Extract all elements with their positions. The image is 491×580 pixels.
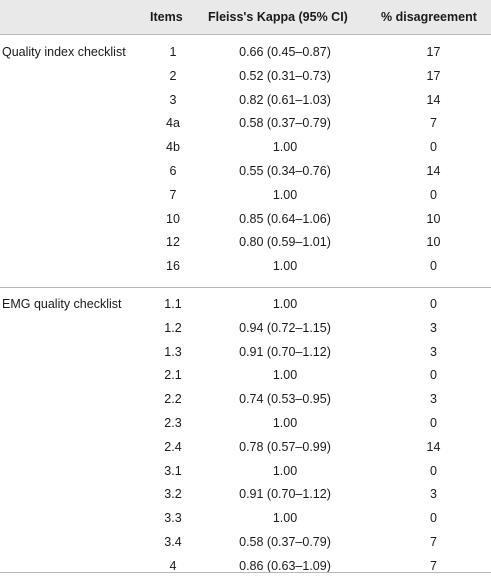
cell-disagreement: 10 (426, 235, 441, 250)
cell-kappa: 0.91 (0.70–1.12) (239, 487, 331, 502)
cell-item: 7 (169, 187, 177, 202)
table-row: 10 0.85 (0.64–1.06) 10 (0, 209, 491, 233)
cell-disagreement: 0 (430, 297, 437, 311)
cell-kappa: 1.00 (272, 297, 298, 311)
cell-kappa: 0.82 (0.61–1.03) (239, 92, 331, 107)
table-row: 2.3 1.00 0 (0, 413, 491, 437)
table-row: 3.3 1.00 0 (0, 508, 491, 532)
cell-item: 1 (169, 45, 177, 59)
table-row: 16 1.00 0 (0, 256, 491, 280)
cell-kappa: 0.58 (0.37–0.79) (239, 116, 331, 131)
cell-kappa: 0.91 (0.70–1.12) (239, 344, 331, 359)
cell-disagreement: 0 (430, 511, 437, 526)
table-row: 2 0.52 (0.31–0.73) 17 (0, 66, 491, 90)
cell-item: 1.1 (164, 297, 182, 311)
cell-item: 2 (169, 68, 177, 83)
cell-item: 3.3 (164, 511, 182, 526)
cell-disagreement: 0 (430, 259, 437, 274)
cell-kappa: 0.52 (0.31–0.73) (239, 68, 331, 83)
cell-kappa: 0.85 (0.64–1.06) (239, 211, 331, 226)
cell-item: 12 (166, 235, 180, 250)
cell-disagreement: 7 (430, 558, 437, 573)
table-row: 6 0.55 (0.34–0.76) 14 (0, 161, 491, 185)
cell-item: 1.3 (164, 344, 182, 359)
cell-item: 2.3 (164, 416, 182, 430)
cell-item: 3 (169, 92, 177, 107)
cell-kappa: 1.00 (272, 259, 298, 274)
cell-disagreement: 10 (426, 211, 441, 226)
cell-item: 2.2 (164, 392, 182, 407)
table-header: Items Fleiss's Kappa (95% CI) % disagree… (0, 0, 491, 35)
cell-kappa: 0.78 (0.57–0.99) (239, 439, 331, 454)
cell-disagreement: 0 (430, 416, 437, 430)
cell-kappa: 0.55 (0.34–0.76) (239, 164, 331, 178)
table-row: 4 0.86 (0.63–1.09) 7 (0, 556, 491, 580)
cell-item: 1.2 (164, 320, 182, 335)
cell-disagreement: 3 (430, 487, 437, 502)
cell-kappa: 0.66 (0.45–0.87) (239, 45, 331, 59)
cell-disagreement: 17 (426, 45, 441, 59)
cell-disagreement: 14 (426, 439, 441, 454)
cell-kappa: 1.00 (272, 140, 298, 155)
cell-disagreement: 0 (430, 187, 437, 202)
cell-item: 2.4 (164, 439, 182, 454)
cell-item: 16 (166, 259, 180, 274)
header-kappa: Fleiss's Kappa (95% CI) (208, 10, 348, 24)
cell-disagreement: 3 (430, 392, 437, 407)
table-row: 1.3 0.91 (0.70–1.12) 3 (0, 342, 491, 366)
table-row: 3.1 1.00 0 (0, 461, 491, 485)
table-row: 4a 0.58 (0.37–0.79) 7 (0, 113, 491, 137)
table-bottom-rule (0, 572, 491, 573)
cell-item: 10 (166, 211, 180, 226)
table-row: 7 1.00 0 (0, 185, 491, 209)
table-row: 4b 1.00 0 (0, 137, 491, 161)
cell-disagreement: 0 (430, 140, 437, 155)
cell-disagreement: 14 (426, 164, 441, 178)
cell-disagreement: 7 (430, 535, 437, 549)
cell-disagreement: 3 (430, 320, 437, 335)
cell-kappa: 1.00 (272, 368, 298, 383)
header-items: Items (150, 10, 183, 24)
cell-kappa: 1.00 (272, 187, 298, 202)
table-row: 2.4 0.78 (0.57–0.99) 14 (0, 437, 491, 461)
cell-disagreement: 3 (430, 344, 437, 359)
cell-item: 4a (166, 116, 180, 131)
table-row: Quality index checklist 1 0.66 (0.45–0.87)… (0, 42, 491, 66)
cell-item: 3.2 (164, 487, 182, 502)
cell-item: 3.1 (164, 463, 182, 478)
cell-disagreement: 0 (430, 368, 437, 383)
cell-disagreement: 14 (426, 92, 441, 107)
table-row: 2.1 1.00 0 (0, 365, 491, 389)
cell-kappa: 0.86 (0.63–1.09) (239, 558, 331, 573)
cell-disagreement: 17 (426, 68, 441, 83)
section-label: EMG quality checklist (2, 297, 122, 311)
cell-kappa: 1.00 (272, 463, 298, 478)
cell-kappa: 0.80 (0.59–1.01) (239, 235, 331, 250)
table-row: 12 0.80 (0.59–1.01) 10 (0, 232, 491, 256)
cell-item: 4 (169, 558, 177, 573)
section-label: Quality index checklist (2, 45, 126, 59)
cell-disagreement: 7 (430, 116, 437, 131)
cell-disagreement: 0 (430, 463, 437, 478)
cell-kappa: 1.00 (272, 511, 298, 526)
table-row: 3 0.82 (0.61–1.03) 14 (0, 90, 491, 114)
table-row: 3.4 0.58 (0.37–0.79) 7 (0, 532, 491, 556)
cell-item: 2.1 (164, 368, 182, 383)
cell-kappa: 0.94 (0.72–1.15) (239, 320, 331, 335)
cell-item: 3.4 (164, 535, 182, 549)
cell-kappa: 0.74 (0.53–0.95) (239, 392, 331, 407)
table-row: 1.2 0.94 (0.72–1.15) 3 (0, 318, 491, 342)
section-divider (0, 287, 491, 288)
cell-item: 6 (169, 164, 177, 178)
table-row: EMG quality checklist 1.1 1.00 0 (0, 294, 491, 318)
cell-kappa: 0.58 (0.37–0.79) (239, 535, 331, 549)
table-row: 3.2 0.91 (0.70–1.12) 3 (0, 484, 491, 508)
header-disagreement: % disagreement (381, 10, 477, 24)
table-row: 2.2 0.74 (0.53–0.95) 3 (0, 389, 491, 413)
cell-kappa: 1.00 (272, 416, 298, 430)
cell-item: 4b (166, 140, 180, 155)
